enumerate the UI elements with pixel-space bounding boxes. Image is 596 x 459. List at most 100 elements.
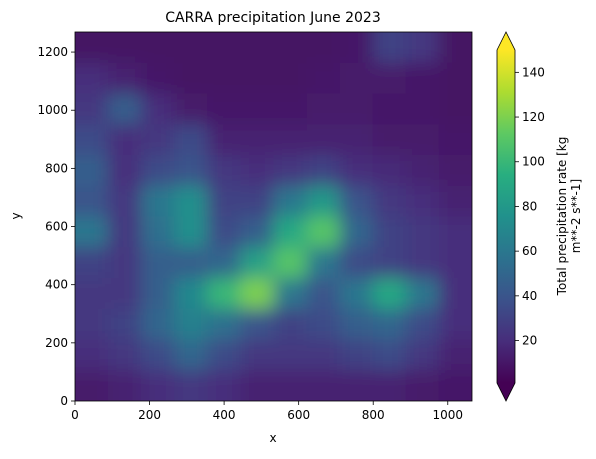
heatmap-cell [372,278,407,310]
x-axis-label: x [269,431,276,445]
heatmap-cell [207,185,241,217]
y-tick-label: 0 [60,394,68,408]
heatmap-cell [207,339,241,371]
heatmap-cell [405,155,440,187]
colorbar-extend-min [497,383,515,401]
heatmap-cell [339,308,374,340]
heatmap-cell [75,32,109,64]
heatmap-cell [207,370,241,401]
heatmap-cell [240,308,274,340]
colorbar-label: Total precipitation rate [kg [555,137,569,297]
heatmap-cell [207,216,241,248]
heatmap-cell [438,278,472,310]
chart-title: CARRA precipitation June 2023 [165,10,380,26]
heatmap-cell [306,278,341,310]
heatmap-cell [75,247,109,279]
x-tick-label: 800 [362,408,385,422]
heatmap-cell [372,216,407,248]
heatmap-cell [438,185,472,217]
heatmap-cell [141,278,175,310]
heatmap-cell [339,32,374,64]
heatmap-cell [174,247,208,279]
heatmap-cell [372,124,407,156]
heatmap-cell [108,155,142,187]
heatmap-cell [108,308,142,340]
heatmap-cell [306,62,341,94]
heatmap-cell [438,247,472,279]
heatmap-cell [273,216,308,248]
heatmap-cell [174,155,208,187]
x-tick-label: 200 [138,408,161,422]
heatmap-cell [306,32,341,64]
heatmap-cells [75,32,472,401]
heatmap-cell [339,370,374,401]
heatmap-cell [141,339,175,371]
heatmap-cell [273,308,308,340]
heatmap-cell [141,216,175,248]
heatmap-cell [240,93,274,125]
heatmap-cell [108,278,142,310]
heatmap-cell [405,308,440,340]
heatmap-cell [339,247,374,279]
colorbar-tick-label: 100 [522,155,545,169]
x-tick-label: 1000 [432,408,463,422]
heatmap-cell [108,32,142,64]
colorbar-body [497,50,515,383]
heatmap-cell [273,185,308,217]
heatmap-cell [438,155,472,187]
heatmap-cell [174,32,208,64]
heatmap-cell [306,155,341,187]
heatmap-cell [438,308,472,340]
heatmap-cell [438,370,472,401]
heatmap-cell [174,62,208,94]
heatmap-cell [174,93,208,125]
heatmap-cell [339,216,374,248]
y-tick-label: 1200 [37,45,68,59]
heatmap-cell [240,32,274,64]
colorbar-outline [496,31,516,402]
heatmap-cell [108,370,142,401]
y-tick-label: 800 [45,161,68,175]
heatmap-cell [141,185,175,217]
heatmap-cell [207,62,241,94]
heatmap-cell [306,339,341,371]
heatmap-cell [207,278,241,310]
heatmap-cell [372,370,407,401]
heatmap-cell [141,62,175,94]
heatmap-cell [273,155,308,187]
heatmap-cell [240,278,274,310]
heatmap-cell [141,308,175,340]
heatmap-cell [207,247,241,279]
heatmap-cell [306,216,341,248]
heatmap-cell [141,155,175,187]
heatmap-cell [207,93,241,125]
colorbar-extend-max [497,32,515,50]
heatmap-cell [207,32,241,64]
colorbar-tick-label: 20 [522,334,537,348]
x-tick-label: 0 [71,408,79,422]
heatmap-cell [108,339,142,371]
heatmap-cell [108,93,142,125]
x-tick-label: 400 [213,408,236,422]
heatmap-cell [372,62,407,94]
heatmap-cell [405,247,440,279]
heatmap-cell [174,370,208,401]
heatmap-cell [141,370,175,401]
heatmap-cell [306,308,341,340]
heatmap-cell [306,370,341,401]
heatmap-cell [438,124,472,156]
heatmap-cell [108,216,142,248]
heatmap-cell [207,308,241,340]
heatmap-cell [174,278,208,310]
heatmap-cell [438,32,472,64]
heatmap-cell [75,216,109,248]
heatmap-cell [75,308,109,340]
colorbar-label: m**-2 s**-1] [569,179,583,253]
y-tick-label: 600 [45,220,68,234]
heatmap-cell [75,278,109,310]
heatmap-cell [75,124,109,156]
heatmap-cell [405,216,440,248]
heatmap-cell [306,185,341,217]
heatmap-cell [207,155,241,187]
